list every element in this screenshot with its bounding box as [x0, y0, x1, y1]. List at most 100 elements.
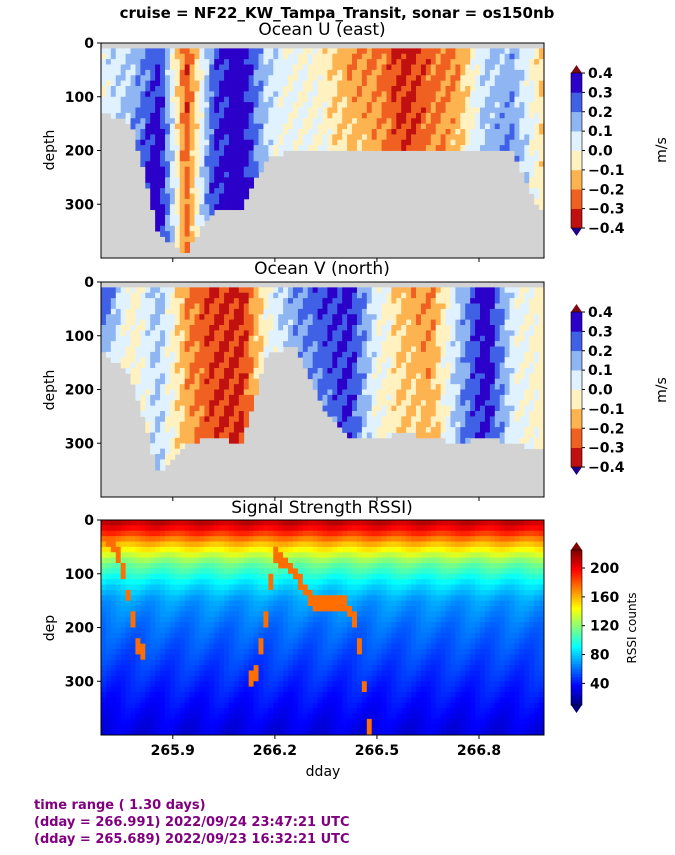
colorbar-tick-label: −0.3: [588, 441, 625, 457]
colorbar-swatch: [571, 643, 582, 646]
colorbar-swatch: [571, 632, 582, 636]
colorbar-swatch: [571, 565, 582, 569]
colorbar-swatch: [571, 92, 582, 113]
colorbar-frame: [570, 549, 583, 706]
colorbar-min-extend: [571, 467, 582, 475]
colorbar-tick-label: 0.2: [588, 105, 613, 121]
colorbar-swatch: [571, 689, 582, 693]
colorbar-swatch: [571, 562, 582, 566]
colorbar-max-extend: [571, 65, 582, 73]
colorbar-swatch: [571, 661, 582, 664]
colorbar-tick-label: 120: [590, 619, 619, 635]
colorbar-swatch: [571, 552, 582, 556]
ytick-label: 200: [65, 144, 94, 160]
ytick-label: 0: [84, 36, 94, 52]
colorbar-swatch: [571, 655, 582, 659]
colorbar-swatch: [571, 684, 582, 688]
ytick-label: 300: [65, 197, 94, 213]
colorbar-max-extend: [571, 542, 582, 550]
colorbar-swatch: [571, 586, 582, 590]
xtick-label: 266.2: [253, 743, 297, 759]
colorbar-swatch: [571, 666, 582, 670]
footer-end-time: (dday = 266.991) 2022/09/24 23:47:21 UTC: [34, 815, 350, 830]
panel-v-title: Ocean V (north): [254, 259, 390, 279]
colorbar-swatch: [571, 150, 582, 171]
panel-rssi-title: Signal Strength RSSI): [231, 498, 413, 518]
panel-ocean-v: Ocean V (north) depth m/s 01002003000.40…: [42, 259, 670, 501]
colorbar-tick-label: 0.1: [588, 363, 613, 379]
heatmap-field-1: [101, 282, 545, 497]
colorbar-swatch: [571, 658, 582, 662]
colorbar-swatch: [571, 694, 582, 698]
colorbar-tick-label: −0.1: [588, 163, 625, 179]
colorbar-swatch: [571, 573, 582, 577]
colorbar-rssi-label: RSSI counts: [625, 592, 639, 663]
panel-rssi-xlabel: dday: [306, 764, 341, 780]
colorbar-swatch: [571, 648, 582, 652]
colorbar-frame: [570, 72, 583, 229]
colorbar-swatch: [571, 604, 582, 608]
colorbar-tick-label: −0.2: [588, 421, 625, 437]
colorbar-swatch: [571, 622, 582, 626]
colorbar-tick-label: −0.3: [588, 202, 625, 218]
colorbar-swatch: [571, 447, 582, 468]
colorbar-swatch: [571, 635, 582, 639]
panel-ocean-u: Ocean U (east) depth m/s 01002003000.40.…: [42, 20, 670, 262]
colorbar-tick-label: −0.4: [588, 221, 625, 237]
colorbar-swatch: [571, 588, 582, 592]
colorbar-tick-label: −0.2: [588, 182, 625, 198]
colorbar-swatch: [571, 606, 582, 610]
colorbar-swatch: [571, 169, 582, 190]
xtick-label: 266.5: [355, 743, 399, 759]
colorbar-swatch: [571, 676, 582, 680]
colorbar-swatch: [571, 637, 582, 641]
colorbar-swatch: [571, 630, 582, 633]
colorbar-swatch: [571, 593, 582, 597]
colorbar-swatch: [571, 568, 582, 571]
ytick-label: 300: [65, 674, 94, 690]
colorbar-swatch: [571, 111, 582, 132]
colorbar-swatch: [571, 73, 582, 93]
xtick-label: 265.9: [151, 743, 195, 759]
colorbar-swatch: [571, 578, 582, 582]
figure-suptitle: cruise = NF22_KW_Tampa_Transit, sonar = …: [120, 4, 555, 22]
colorbar-swatch: [571, 583, 582, 587]
colorbar-v-label: m/s: [654, 377, 670, 403]
colorbar-tick-label: 0.3: [588, 324, 613, 340]
ytick-label: 100: [65, 567, 94, 583]
colorbar-tick-label: 0.0: [588, 144, 613, 160]
ytick-label: 0: [84, 275, 94, 291]
colorbar-tick-label: 40: [590, 676, 610, 692]
colorbar-swatch: [571, 612, 582, 615]
ytick-label: 200: [65, 383, 94, 399]
colorbar-swatch: [571, 645, 582, 649]
ytick-label: 300: [65, 436, 94, 452]
colorbar-swatch: [571, 671, 582, 675]
colorbar-swatch: [571, 702, 582, 706]
colorbar-2: 200 160 120 80 40: [570, 542, 619, 713]
colorbar-swatch: [571, 668, 582, 672]
heatmap-field-2: [101, 520, 545, 736]
footer-time-range: time range ( 1.30 days): [34, 798, 206, 813]
colorbar-swatch: [571, 428, 582, 448]
colorbar-swatch: [571, 570, 582, 574]
colorbar-swatch: [571, 555, 582, 559]
colorbar-swatch: [571, 619, 582, 623]
colorbar-u-label: m/s: [654, 137, 670, 163]
panel-u-ylabel: depth: [42, 130, 58, 171]
ytick-label: 100: [65, 329, 94, 345]
colorbar-0: 0.4 0.3 0.2 0.1 0.0 −0.1 −0.2 −0.3 −0.4: [570, 65, 625, 237]
colorbar-swatch: [571, 599, 582, 602]
ytick-label: 100: [65, 90, 94, 106]
colorbar-swatch: [571, 581, 582, 584]
colorbar-swatch: [571, 663, 582, 667]
colorbar-swatch: [571, 692, 582, 695]
panel-rssi: Signal Strength RSSI) dep dday RSSI coun…: [42, 498, 639, 780]
colorbar-swatch: [571, 699, 582, 703]
colorbar-swatch: [571, 189, 582, 209]
colorbar-swatch: [571, 609, 582, 613]
colorbar-tick-label: 0.3: [588, 85, 613, 101]
colorbar-swatch: [571, 614, 582, 618]
ytick-label: 0: [84, 513, 94, 529]
colorbar-swatch: [571, 370, 582, 390]
